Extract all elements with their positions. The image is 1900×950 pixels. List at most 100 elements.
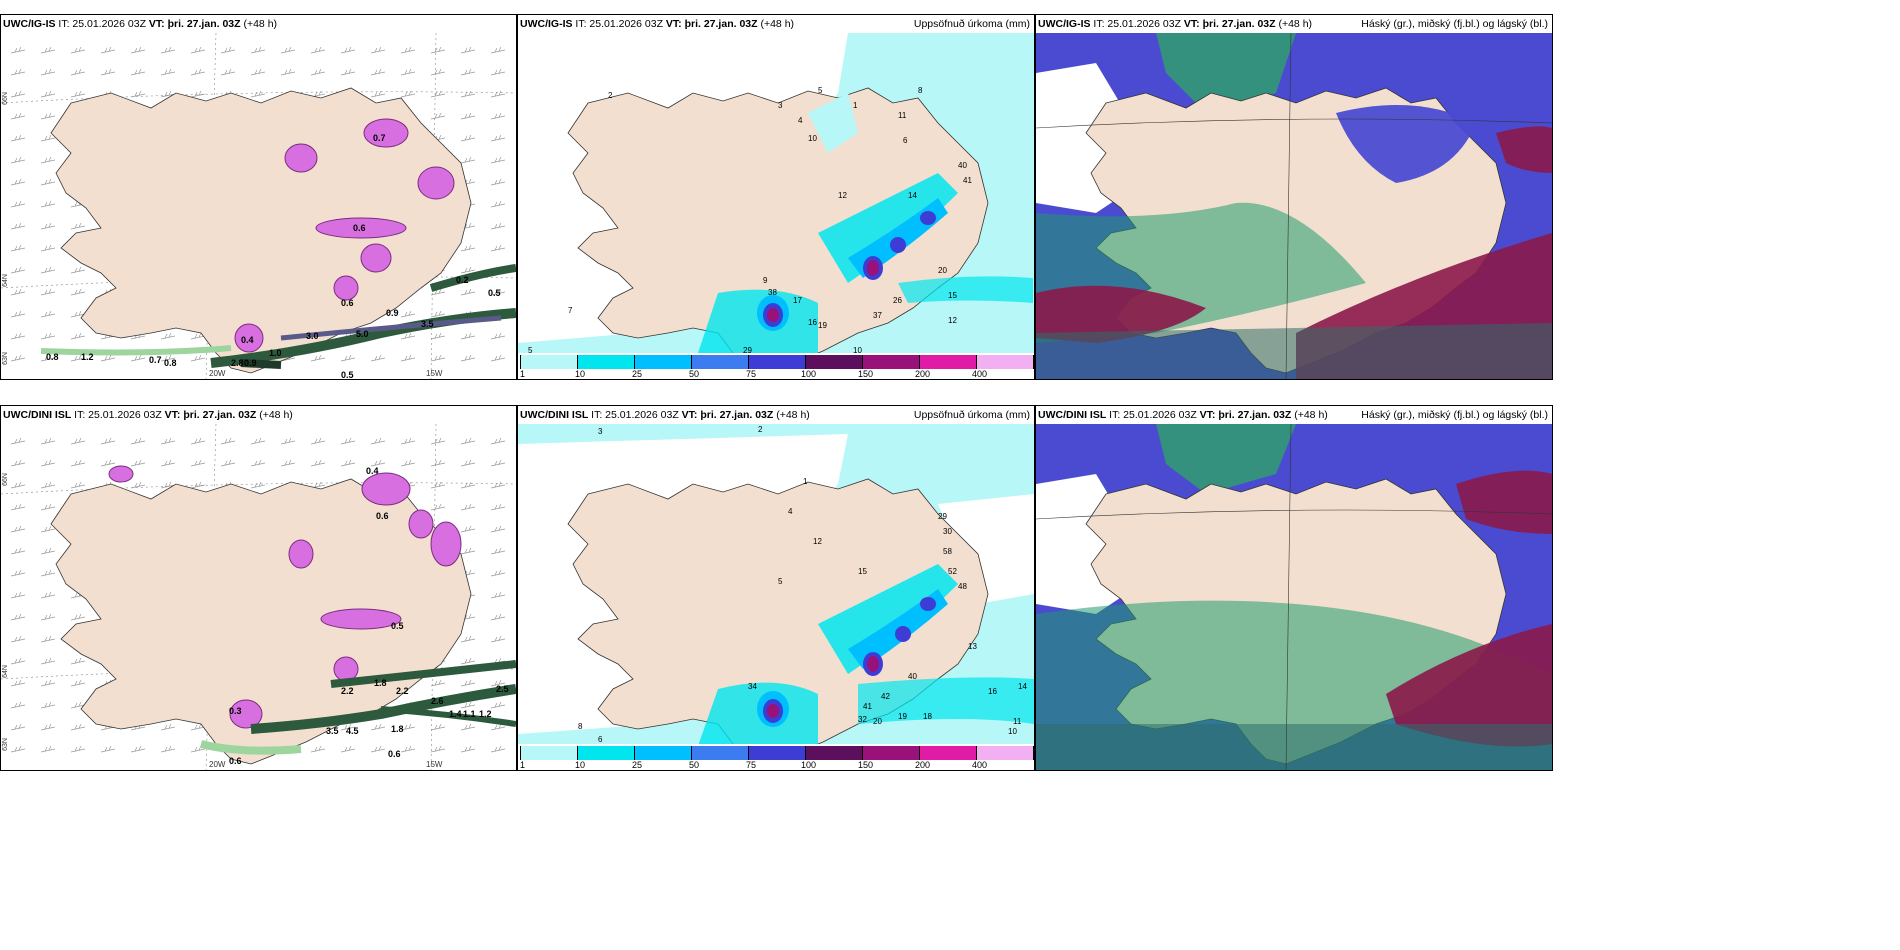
graticule <box>1 33 516 379</box>
svg-text:4: 4 <box>788 507 793 516</box>
svg-text:29: 29 <box>743 346 752 355</box>
precip-values: 3 2 1 4 5 12 15 16 19 18 20 32 42 41 40 … <box>578 425 1027 744</box>
colorbar-tick: 75 <box>746 760 757 770</box>
colorbar-tick: 10 <box>575 369 586 379</box>
colorbar-cell <box>520 746 578 760</box>
colorbar-tick: 50 <box>689 369 700 379</box>
lead-label: (+48 h) <box>1294 409 1328 421</box>
vt-label: VT: þri. 27.jan. 03Z <box>1199 409 1292 421</box>
lon-label-20w: 20W <box>209 760 226 769</box>
svg-text:0.6: 0.6 <box>229 756 242 766</box>
svg-text:0.3: 0.3 <box>229 706 242 716</box>
colorbar-tick: 1 <box>520 760 526 770</box>
lat-label: 64N <box>1 274 9 287</box>
colorbar-tick: 100 <box>801 760 817 770</box>
svg-text:0.5: 0.5 <box>488 288 501 298</box>
svg-text:5: 5 <box>818 86 823 95</box>
value-labels: 0.6 2.2 1.8 2.2 2.6 1.4 1.1 1.2 2.5 0.6 … <box>229 466 509 766</box>
model-label: UWC/DINI ISL <box>1038 409 1107 421</box>
svg-text:14: 14 <box>908 191 917 200</box>
svg-text:0.4: 0.4 <box>241 335 254 345</box>
vt-label: VT: þri. 27.jan. 03Z <box>164 409 257 421</box>
colorbar-cell <box>691 746 749 760</box>
lat-label: 64N <box>1 665 9 678</box>
colorbar-tick: 75 <box>746 369 757 379</box>
lead-label: (+48 h) <box>776 409 810 421</box>
svg-text:41: 41 <box>963 176 972 185</box>
svg-text:30: 30 <box>943 527 952 536</box>
vt-label: VT: þri. 27.jan. 03Z <box>148 18 241 30</box>
colorbar-cell <box>577 355 635 369</box>
lat-label: 63N <box>1 352 9 365</box>
svg-text:3: 3 <box>778 101 783 110</box>
vt-label: VT: þri. 27.jan. 03Z <box>665 18 758 30</box>
model-label: UWC/DINI ISL <box>520 409 589 421</box>
svg-text:20: 20 <box>873 717 882 726</box>
colorbar-cell <box>976 355 1034 369</box>
panel-title: Háský (gr.), miðský (fj.bl.) og lágský (… <box>1361 18 1548 30</box>
svg-text:0.6: 0.6 <box>388 749 401 759</box>
svg-text:15: 15 <box>858 567 867 576</box>
colorbar-tick: 25 <box>632 369 643 379</box>
panel-title: Uppsöfnuð úrkoma (mm) <box>913 18 1030 30</box>
svg-text:1: 1 <box>853 101 858 110</box>
svg-text:37: 37 <box>873 311 882 320</box>
svg-text:10: 10 <box>853 346 862 355</box>
svg-text:3.0: 3.0 <box>306 331 319 341</box>
svg-text:2.6: 2.6 <box>431 696 444 706</box>
panel-title: Háský (gr.), miðský (fj.bl.) og lágský (… <box>1361 409 1548 421</box>
svg-text:0.9: 0.9 <box>244 358 257 368</box>
panel-header: UWC/IG-IS IT: 25.01.2026 03Z VT: þri. 27… <box>518 15 1034 33</box>
precip-colorbar: 1 10 25 50 75 100 150 200 400 <box>518 744 1034 770</box>
svg-text:4.5: 4.5 <box>346 726 359 736</box>
svg-text:40: 40 <box>908 672 917 681</box>
svg-text:5.0: 5.0 <box>356 329 369 339</box>
svg-text:2.2: 2.2 <box>396 686 409 696</box>
colorbar-tick: 400 <box>972 760 988 770</box>
panel-header: UWC/DINI ISL IT: 25.01.2026 03Z VT: þri.… <box>518 406 1034 424</box>
panel-ig-cloud: UWC/IG-IS IT: 25.01.2026 03Z VT: þri. 27… <box>1035 14 1553 380</box>
svg-text:48: 48 <box>958 582 967 591</box>
svg-text:0.5: 0.5 <box>391 621 404 631</box>
colorbar-tick: 25 <box>632 760 643 770</box>
svg-text:0.8: 0.8 <box>164 358 177 368</box>
svg-text:26: 26 <box>893 296 902 305</box>
svg-text:2.5: 2.5 <box>496 684 509 694</box>
colorbar-tick: 150 <box>858 369 874 379</box>
colorbar-tick: 10 <box>575 760 586 770</box>
vt-label: VT: þri. 27.jan. 03Z <box>681 409 774 421</box>
svg-text:1.0: 1.0 <box>269 348 282 358</box>
lon-label-20w: 20W <box>209 369 226 378</box>
svg-text:0.9: 0.9 <box>386 308 399 318</box>
colorbar-cell <box>862 355 920 369</box>
colorbar-tick: 200 <box>915 369 931 379</box>
colorbar-cell <box>748 355 806 369</box>
colorbar-tick: 200 <box>915 760 931 770</box>
model-label: UWC/IG-IS <box>3 18 56 30</box>
svg-text:4: 4 <box>798 116 803 125</box>
lon-label-15w: 15W <box>426 760 443 769</box>
precip-blobs <box>108 465 462 729</box>
svg-text:12: 12 <box>948 316 957 325</box>
it-label: IT: 25.01.2026 03Z <box>1093 18 1181 30</box>
panel-dini-wind: UWC/DINI ISL IT: 25.01.2026 03Z VT: þri.… <box>0 405 517 771</box>
svg-text:0.4: 0.4 <box>366 466 379 476</box>
svg-text:58: 58 <box>943 547 952 556</box>
lead-label: (+48 h) <box>243 18 278 30</box>
svg-text:19: 19 <box>818 321 827 330</box>
wind-map: 0.6 2.2 1.8 2.2 2.6 1.4 1.1 1.2 2.5 0.6 … <box>1 424 516 770</box>
svg-text:2.2: 2.2 <box>341 686 354 696</box>
lead-label: (+48 h) <box>1278 18 1313 30</box>
svg-text:19: 19 <box>898 712 907 721</box>
model-label: UWC/DINI ISL <box>3 409 72 421</box>
lat-label: 63N <box>1 738 9 751</box>
svg-text:0.6: 0.6 <box>376 511 389 521</box>
svg-text:3.5: 3.5 <box>421 319 434 329</box>
panel-title: Uppsöfnuð úrkoma (mm) <box>913 409 1030 421</box>
svg-text:40: 40 <box>958 161 967 170</box>
svg-text:41: 41 <box>863 702 872 711</box>
svg-text:16: 16 <box>808 318 817 327</box>
svg-text:13: 13 <box>968 642 977 651</box>
colorbar-cell <box>520 355 578 369</box>
svg-text:5: 5 <box>528 346 533 355</box>
